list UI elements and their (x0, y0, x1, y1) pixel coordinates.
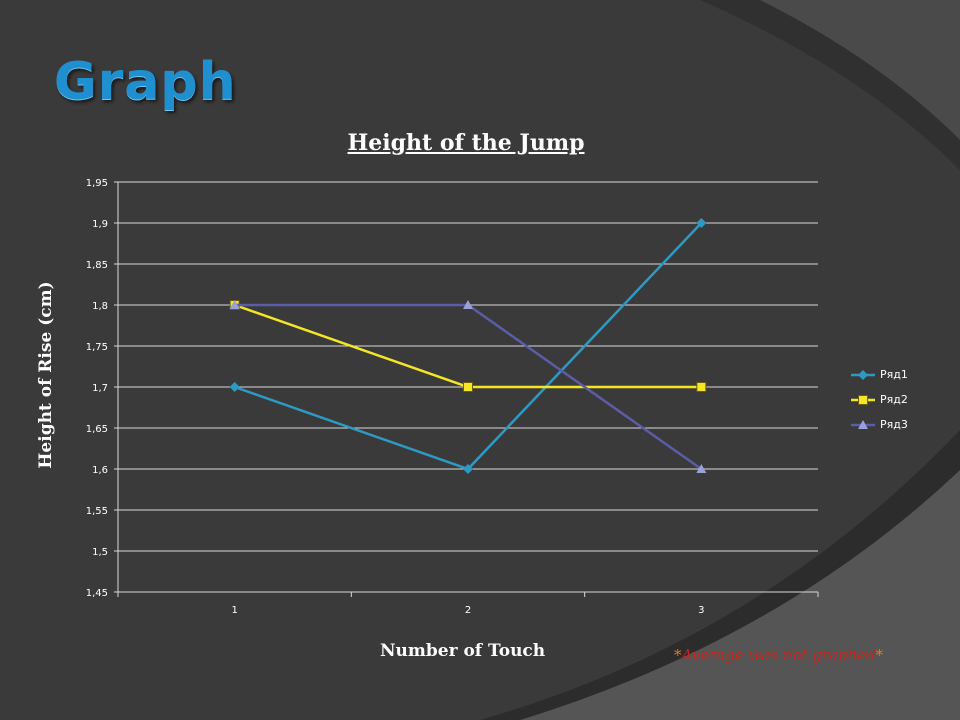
y-tick-label: 1,75 (86, 342, 108, 353)
x-tick-label: 3 (698, 605, 704, 616)
x-tick-label: 1 (231, 605, 237, 616)
legend-label: Ряд2 (880, 393, 908, 406)
legend-item-2: Ряд2 (850, 387, 908, 412)
legend-swatch (851, 419, 875, 429)
y-tick-label: 1,6 (92, 465, 108, 476)
y-tick-label: 1,7 (92, 383, 108, 394)
legend-item-1: Ряд1 (850, 362, 908, 387)
slide-title: Graph (54, 52, 237, 112)
y-tick-label: 1,5 (92, 547, 108, 558)
chart-title: Height of the Jump (347, 130, 585, 156)
legend: Ряд1 Ряд2 Ряд3 (850, 362, 908, 437)
data-point (696, 464, 707, 473)
y-tick-label: 1,9 (92, 219, 108, 230)
legend-label: Ряд1 (880, 368, 908, 381)
data-point (696, 382, 707, 392)
data-point (463, 382, 473, 392)
y-tick-label: 1,95 (86, 178, 108, 189)
data-point (463, 464, 473, 474)
y-tick-label: 1,65 (86, 424, 108, 435)
legend-swatch (851, 394, 875, 405)
data-point (229, 300, 240, 309)
legend-swatch-marker (858, 394, 868, 405)
legend-swatch (851, 369, 875, 380)
y-tick-label: 1,85 (86, 260, 108, 271)
note-star-right: * (875, 646, 884, 664)
y-tick-label: 1,45 (86, 588, 108, 599)
note-star-left: * (674, 646, 682, 664)
data-point (463, 300, 473, 309)
x-axis-label: Number of Touch (380, 641, 546, 661)
y-tick-label: 1,55 (86, 506, 108, 517)
y-tick-label: 1,8 (92, 301, 108, 312)
data-point (696, 218, 707, 228)
x-tick-label: 2 (465, 605, 471, 616)
legend-label: Ряд3 (880, 418, 908, 431)
legend-item-3: Ряд3 (850, 412, 908, 437)
legend-swatch-marker (858, 419, 868, 429)
note-text: Average was not graphed (681, 646, 876, 664)
footnote: *Average was not graphed* (674, 646, 883, 664)
data-point (229, 382, 240, 392)
legend-swatch-marker (858, 369, 868, 380)
